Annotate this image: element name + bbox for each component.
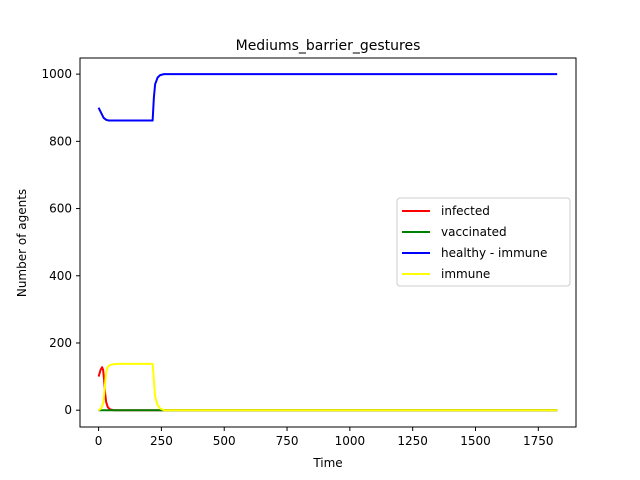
y-tick-label: 400 [49,269,72,283]
x-tick-label: 0 [95,434,103,448]
legend-label-infected: infected [441,204,490,218]
legend-label-healthy-immune: healthy - immune [441,246,547,260]
y-axis-label: Number of agents [15,189,29,297]
chart-title: Mediums_barrier_gestures [236,38,421,54]
x-tick-label: 250 [150,434,173,448]
axes-layer: 0 250 500 750 1000 1250 1500 1750 0 200 400 600 800 1… [41,57,577,448]
x-axis-label: Time [312,456,342,470]
x-tick-label: 750 [276,434,299,448]
y-tick-label: 800 [49,134,72,148]
x-tick-label: 1500 [460,434,491,448]
x-tick-label: 1250 [397,434,428,448]
series-line-healthy-immune [97,73,558,122]
legend: infected vaccinated healthy - immune immune [396,197,571,287]
legend-frame [396,197,571,287]
y-tick-label: 0 [64,403,72,417]
x-tick-label: 1000 [335,434,366,448]
y-tick-label: 1000 [41,67,72,81]
legend-label-vaccinated: vaccinated [441,225,507,239]
y-tick-label: 200 [49,336,72,350]
axes-spines [79,57,577,428]
y-tick-label: 600 [49,202,72,216]
series-line-immune [98,362,558,412]
x-tick-label: 500 [213,434,236,448]
legend-label-immune: immune [441,267,490,281]
series-layer [97,73,558,412]
x-tick-label: 1750 [523,434,554,448]
